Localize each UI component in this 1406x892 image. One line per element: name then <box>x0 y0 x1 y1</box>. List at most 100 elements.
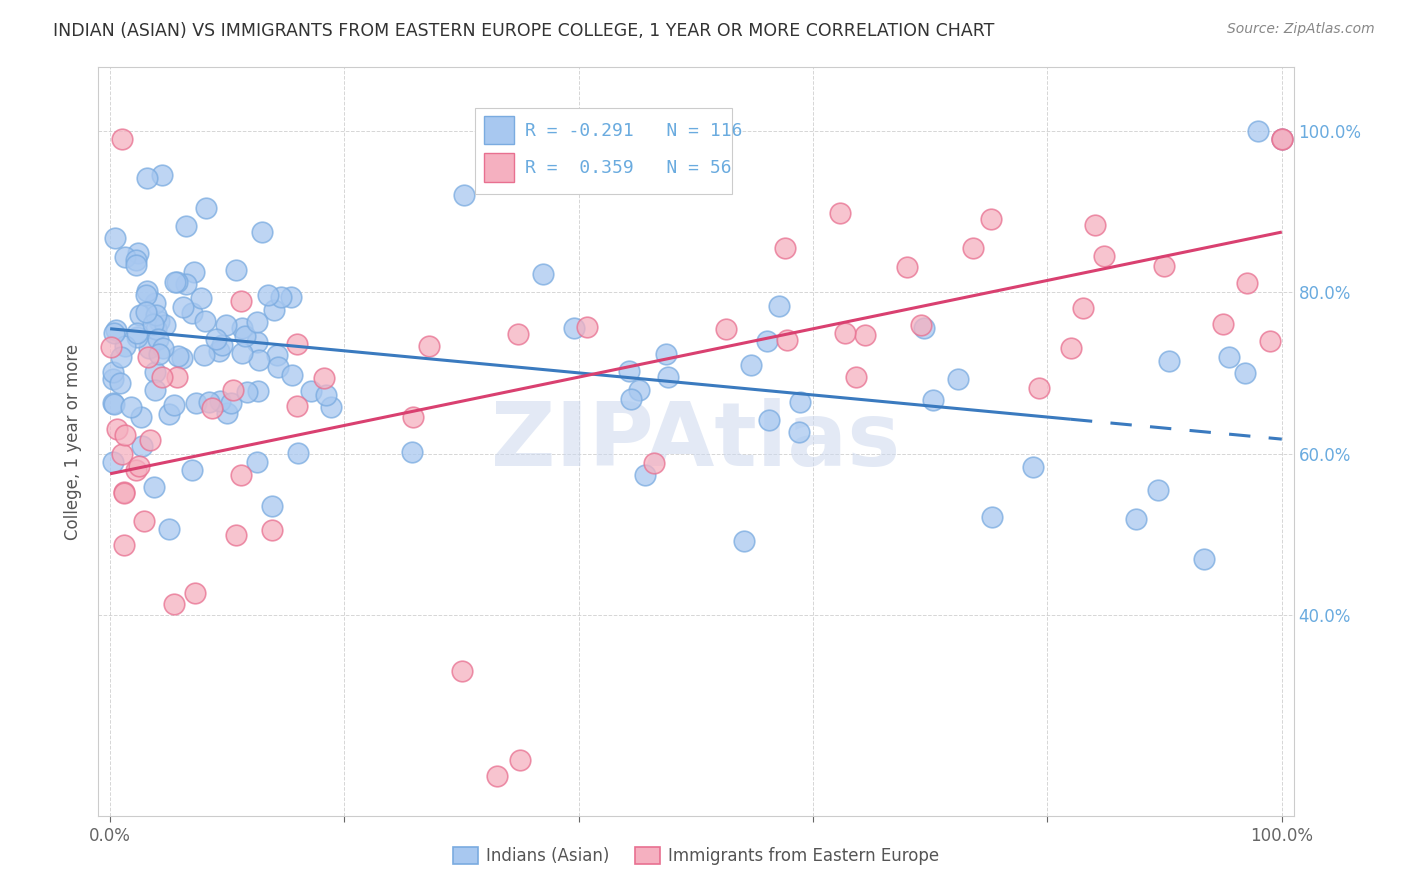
Point <box>225 262 247 277</box>
Point <box>112 485 135 500</box>
Point <box>143 383 166 397</box>
Point <box>172 300 194 314</box>
Point <box>250 225 273 239</box>
Point <box>1271 132 1294 146</box>
Point <box>1125 512 1147 526</box>
Point <box>211 338 233 352</box>
Point <box>256 288 278 302</box>
Point <box>1271 132 1294 146</box>
Point <box>280 290 302 304</box>
Point <box>166 275 188 289</box>
Point <box>135 285 157 299</box>
Point <box>184 585 207 599</box>
Point <box>157 407 180 421</box>
Point <box>128 459 150 474</box>
Point <box>103 372 125 386</box>
Point <box>103 455 125 469</box>
Point <box>114 485 136 500</box>
Point <box>209 394 232 409</box>
Point <box>319 401 342 415</box>
Point <box>246 334 269 349</box>
Point <box>980 510 1002 524</box>
Bar <box>485 153 515 182</box>
Point <box>776 333 799 347</box>
Point <box>131 439 153 453</box>
Point <box>135 304 157 318</box>
Point <box>401 444 423 458</box>
Point <box>755 334 778 348</box>
Point <box>643 456 665 470</box>
Point <box>789 395 811 409</box>
Point <box>1022 459 1045 474</box>
Point <box>315 388 337 402</box>
Point <box>174 219 197 233</box>
Point <box>127 246 149 260</box>
Point <box>1212 318 1234 332</box>
Point <box>1092 249 1115 263</box>
Point <box>980 211 1002 226</box>
Point <box>267 360 290 375</box>
Point <box>231 468 253 483</box>
Point <box>104 231 127 245</box>
Point <box>768 299 790 313</box>
Point <box>143 295 166 310</box>
Point <box>1060 341 1083 355</box>
Point <box>834 326 856 341</box>
Point <box>402 410 425 425</box>
Point <box>100 340 122 354</box>
Point <box>509 753 531 767</box>
Point <box>758 413 780 427</box>
Point <box>1153 260 1175 274</box>
Point <box>208 343 231 358</box>
Point <box>1218 350 1240 364</box>
Point <box>575 320 598 334</box>
Point <box>163 597 186 611</box>
Point <box>183 265 205 279</box>
Point <box>634 467 657 482</box>
Point <box>120 401 142 415</box>
Point <box>245 455 267 469</box>
Point <box>845 370 868 384</box>
Point <box>190 291 212 305</box>
Point <box>225 528 247 542</box>
Point <box>111 447 134 461</box>
Point <box>152 341 174 355</box>
Point <box>180 463 202 477</box>
Point <box>112 538 135 552</box>
Point <box>148 347 170 361</box>
Point <box>246 384 269 398</box>
Point <box>150 168 173 182</box>
Point <box>128 308 150 322</box>
Y-axis label: College, 1 year or more: College, 1 year or more <box>65 343 83 540</box>
Point <box>246 315 269 329</box>
Point <box>564 321 586 335</box>
Point <box>301 384 323 398</box>
Point <box>163 398 186 412</box>
Point <box>194 314 217 328</box>
Point <box>114 250 136 264</box>
Bar <box>485 116 515 145</box>
Point <box>125 258 148 272</box>
Point <box>125 326 148 341</box>
Point <box>270 290 292 304</box>
Point <box>231 293 253 308</box>
Point <box>231 321 253 335</box>
Point <box>531 267 554 281</box>
Point <box>628 383 651 397</box>
Point <box>716 322 738 336</box>
Point <box>740 358 762 372</box>
Point <box>125 330 148 344</box>
Point <box>1071 301 1094 316</box>
Point <box>1234 367 1257 381</box>
Point <box>135 287 157 301</box>
Point <box>135 170 157 185</box>
Point <box>150 369 173 384</box>
Point <box>312 371 335 385</box>
Point <box>145 309 167 323</box>
Point <box>219 396 242 410</box>
Point <box>136 350 159 364</box>
Point <box>193 348 215 362</box>
Point <box>222 383 245 397</box>
Point <box>828 206 851 220</box>
Point <box>167 349 190 363</box>
